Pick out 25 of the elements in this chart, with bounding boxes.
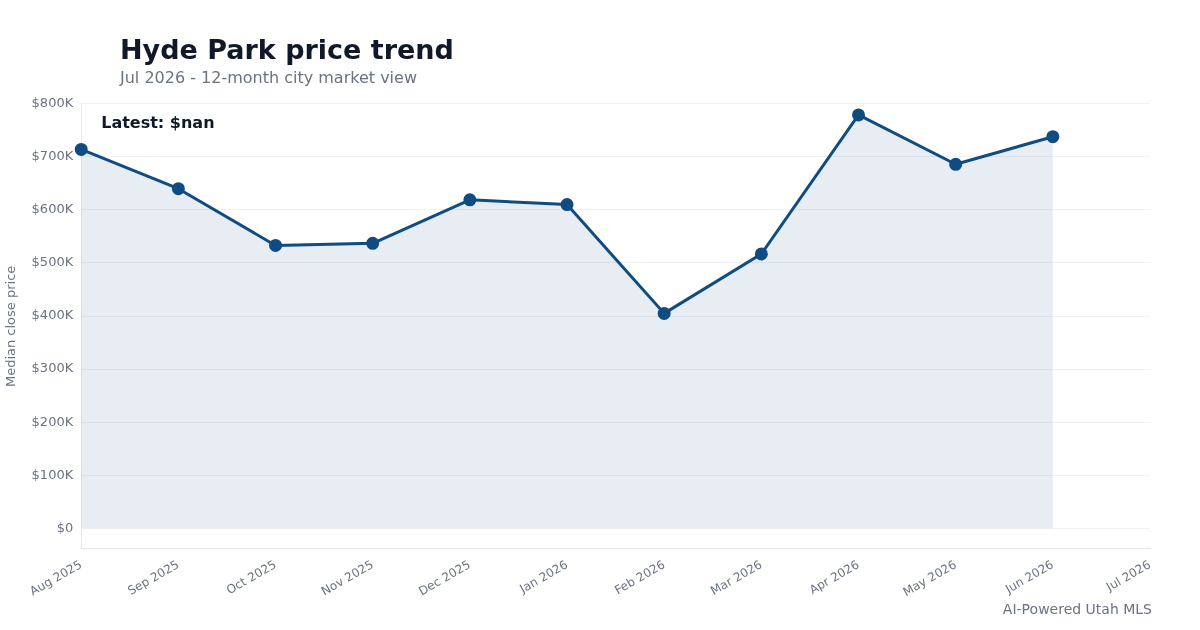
point xyxy=(949,157,963,171)
point xyxy=(1046,130,1060,144)
point xyxy=(269,238,283,252)
y-tick-label: $300K xyxy=(31,360,74,376)
point xyxy=(171,182,185,196)
y-tick-label: $200K xyxy=(31,413,74,429)
point xyxy=(657,306,671,320)
y-tick-label: $100K xyxy=(31,466,74,482)
y-tick-label: $600K xyxy=(31,201,74,217)
y-tick-label: $800K xyxy=(31,95,74,111)
point xyxy=(74,142,88,156)
point xyxy=(366,236,380,250)
text: AI-Powered Utah MLS xyxy=(1002,601,1152,617)
y-tick-label: $400K xyxy=(31,307,74,323)
y-axis-title: Median close price xyxy=(3,265,19,388)
y-tick-label: $700K xyxy=(31,148,74,164)
point xyxy=(852,108,866,122)
point xyxy=(754,247,768,261)
y-tick-label: $0 xyxy=(56,519,74,535)
point xyxy=(560,198,574,212)
y-tick-label: $500K xyxy=(31,254,74,270)
chart-subtitle: Jul 2026 - 12-month city market view xyxy=(120,68,417,87)
chart-title: Hyde Park price trend xyxy=(120,34,454,65)
annotation: Latest: $nan xyxy=(101,112,215,132)
point xyxy=(463,193,477,207)
